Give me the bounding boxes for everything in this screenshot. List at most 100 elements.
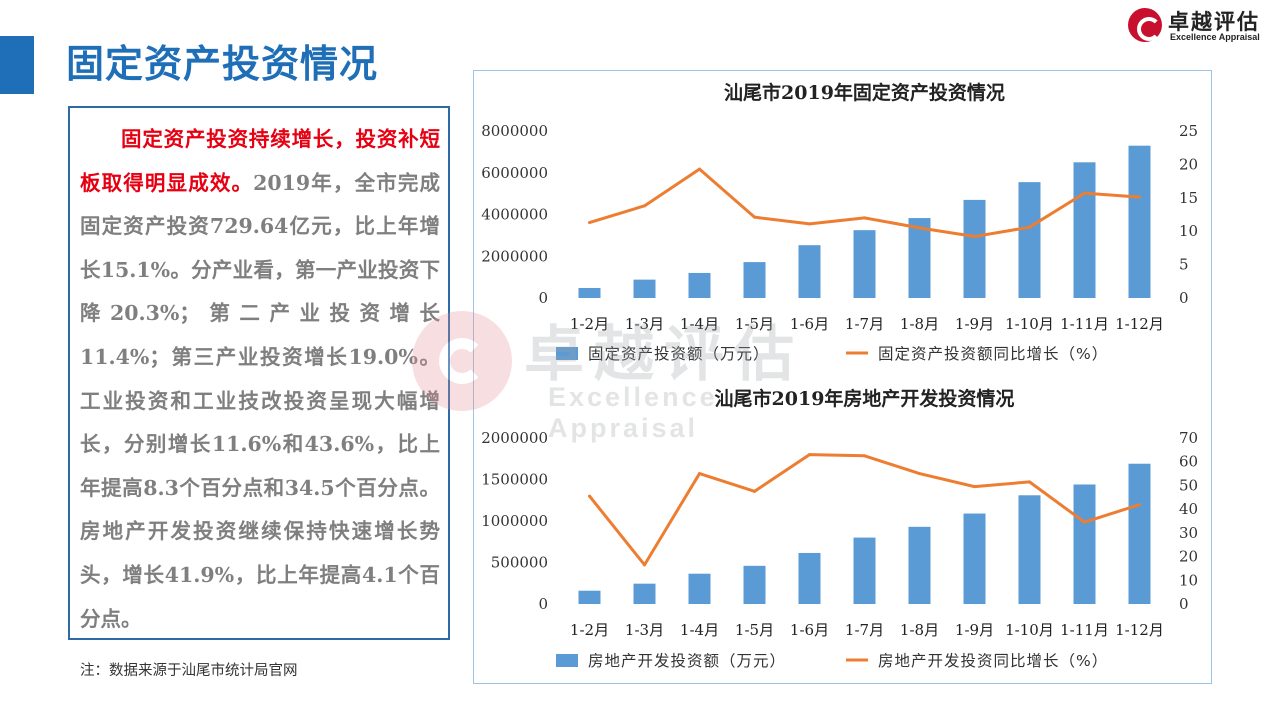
x-tick-label: 1-7月 (845, 621, 884, 639)
bar (688, 272, 711, 298)
line-point (588, 494, 591, 498)
summary-textbox: 固定资产投资持续增长，投资补短板取得明显成效。2019年，全市完成固定资产投资7… (68, 106, 450, 640)
summary-highlight: 固定资产投资持续增长，投资补短板取得明显成效。 (80, 127, 440, 195)
charts-svg: 汕尾市2019年固定资产投资情况 0 2000000 4000000 6000000 80… (481, 81, 1198, 670)
legend-bar-swatch (556, 654, 578, 667)
line-point (863, 216, 866, 220)
y-left-tick-label: 2000000 (481, 429, 548, 447)
x-tick-label: 1-3月 (625, 315, 664, 333)
x-tick-label: 1-7月 (845, 315, 884, 333)
x-tick-label: 1-8月 (900, 621, 939, 639)
line-point (918, 226, 921, 230)
y-left-tick-label: 6000000 (481, 164, 548, 182)
line-point (753, 215, 756, 219)
y-left-tick-label: 8000000 (481, 122, 548, 140)
bar (633, 279, 656, 298)
x-tick-label: 1-8月 (900, 315, 939, 333)
y-left-tick-label: 0 (538, 289, 548, 307)
line-point (1138, 503, 1141, 507)
y-right-tick-label: 20 (1179, 155, 1198, 173)
y-left-tick-label: 500000 (491, 554, 548, 572)
source-note: 注：数据来源于汕尾市统计局官网 (80, 663, 298, 679)
y-right-tick-label: 30 (1179, 524, 1198, 542)
chart-title: 汕尾市2019年固定资产投资情况 (724, 81, 1005, 104)
bar (1018, 495, 1041, 604)
page-title: 固定资产投资情况 (66, 42, 379, 86)
bar (743, 565, 766, 604)
bar (798, 552, 821, 604)
x-tick-label: 1-11月 (1060, 315, 1109, 333)
line-point (588, 221, 591, 225)
bar (853, 537, 876, 604)
x-tick-label: 1-2月 (570, 315, 609, 333)
x-tick-label: 1-4月 (680, 315, 719, 333)
line-point (1083, 191, 1086, 195)
bar (798, 245, 821, 298)
title-accent-bar (0, 36, 34, 94)
y-right-tick-label: 60 (1179, 453, 1198, 471)
line-point (753, 489, 756, 493)
logo-en-text: Excellence Appraisal (1170, 32, 1260, 42)
line-point (698, 167, 701, 171)
legend-bar-swatch (556, 347, 578, 360)
y-right-tick-label: 10 (1179, 222, 1198, 240)
x-tick-label: 1-9月 (955, 315, 994, 333)
legend-line-label: 房地产开发投资同比增长（%） (878, 652, 1108, 670)
legend-bar-label: 固定资产投资额（万元） (588, 345, 770, 363)
summary-paragraph: 固定资产投资持续增长，投资补短板取得明显成效。2019年，全市完成固定资产投资7… (80, 118, 440, 641)
line-point (808, 453, 811, 457)
line-point (1028, 480, 1031, 484)
x-tick-label: 1-3月 (625, 621, 664, 639)
x-tick-label: 1-10月 (1005, 315, 1054, 333)
bar (963, 199, 986, 298)
x-tick-label: 1-10月 (1005, 621, 1054, 639)
bar (743, 262, 766, 298)
bar (1018, 182, 1041, 298)
line-point (643, 563, 646, 567)
y-left-tick-label: 1000000 (481, 512, 548, 530)
y-left-tick-label: 2000000 (481, 247, 548, 265)
legend-line-label: 固定资产投资额同比增长（%） (878, 345, 1108, 363)
bar (1073, 484, 1096, 604)
y-left-tick-label: 4000000 (481, 206, 548, 224)
charts-panel: 汕尾市2019年固定资产投资情况 0 2000000 4000000 6000000 80… (473, 70, 1212, 684)
y-right-tick-label: 0 (1179, 289, 1189, 307)
y-right-tick-label: 40 (1179, 500, 1198, 518)
y-right-tick-label: 0 (1179, 595, 1189, 613)
x-tick-label: 1-2月 (570, 621, 609, 639)
line-point (918, 472, 921, 476)
line-point (1138, 195, 1141, 199)
x-tick-label: 1-5月 (735, 315, 774, 333)
bar (963, 513, 986, 604)
x-tick-label: 1-12月 (1115, 621, 1164, 639)
bar (1128, 145, 1151, 298)
bar (908, 526, 931, 604)
y-left-tick-label: 1500000 (481, 471, 548, 489)
bar (908, 218, 931, 298)
x-tick-label: 1-11月 (1060, 621, 1109, 639)
legend-bar-label: 房地产开发投资额（万元） (588, 652, 786, 670)
company-logo: 卓越评估 Excellence Appraisal (1128, 6, 1278, 46)
y-right-tick-label: 20 (1179, 548, 1198, 566)
line-point (973, 235, 976, 239)
line-point (1083, 520, 1086, 524)
y-right-tick-label: 70 (1179, 429, 1198, 447)
y-right-tick-label: 25 (1179, 122, 1198, 140)
line-point (973, 485, 976, 489)
bar (688, 573, 711, 604)
y-right-tick-label: 5 (1179, 256, 1189, 274)
bar (1128, 463, 1151, 604)
x-tick-label: 1-4月 (680, 621, 719, 639)
bar (1073, 162, 1096, 298)
logo-cn-text: 卓越评估 (1168, 10, 1260, 34)
line-point (808, 222, 811, 226)
line-point (1028, 225, 1031, 229)
x-tick-label: 1-5月 (735, 621, 774, 639)
bar (633, 583, 656, 604)
line-point (863, 454, 866, 458)
x-tick-label: 1-12月 (1115, 315, 1164, 333)
logo-mark-icon (1128, 8, 1162, 42)
x-tick-label: 1-9月 (955, 621, 994, 639)
line-point (698, 472, 701, 476)
y-right-tick-label: 50 (1179, 476, 1198, 494)
